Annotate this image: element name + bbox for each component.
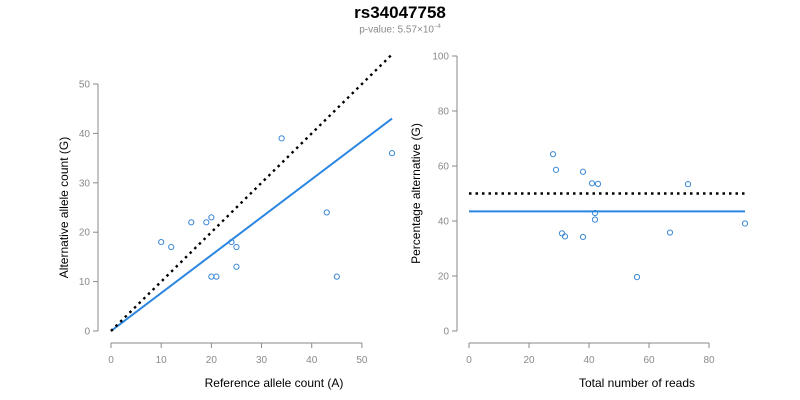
data-point [561,233,569,240]
data-point [579,168,587,175]
x-axis-label: Reference allele count (A) [205,376,344,390]
pvalue-text: p-value: 5.57×10 [359,24,434,36]
data-point [213,273,220,280]
panel-1: 0 10 20 30 40 50 0 10 20 30 40 50 Reference allele c… [57,53,396,390]
y-tick-label: 10 [79,277,91,288]
data-point [158,238,165,246]
data-point [208,273,215,280]
y-tick-label: 30 [79,178,91,189]
y-tick-label: 100 [432,52,449,63]
data-point [228,238,235,246]
y-tick-label: 0 [443,327,449,338]
data-point [666,229,674,236]
data-point [278,135,285,142]
y-tick-label: 0 [84,327,90,338]
data-point [552,166,560,173]
data-point [233,243,240,251]
data-point [633,274,641,281]
x-tick-label: 20 [206,355,218,366]
data-point [594,180,602,187]
data-point [741,220,749,227]
data-point [579,233,587,241]
regression-line [110,117,393,332]
x-tick-label: 60 [643,355,655,366]
x-tick-label: 20 [523,355,535,366]
x-axis-label: Total number of reads [579,376,695,390]
x-tick-label: 10 [156,355,168,366]
data-point [233,263,240,270]
data-point [388,150,396,157]
x-tick-label: 50 [356,355,368,366]
chart-subtitle: p-value: 5.57×10−4 [0,24,800,35]
pvalue-exponent: −4 [433,24,441,30]
x-tick-label: 40 [306,355,318,366]
data-point [684,181,692,188]
data-point [203,219,210,226]
data-point [549,151,557,158]
x-tick-label: 80 [703,355,715,366]
y-tick-label: 80 [438,107,450,118]
data-point [323,209,330,216]
data-point [591,216,599,223]
y-tick-label: 20 [438,272,450,283]
x-tick-label: 30 [256,355,268,366]
data-point [188,219,195,226]
y-axis-label: Percentage alternative (G) [409,123,423,264]
reference-line [110,53,393,332]
x-tick-label: 0 [466,355,472,366]
data-point [168,243,175,251]
y-tick-label: 60 [438,162,450,173]
chart-title: rs34047758 [354,3,446,22]
x-tick-label: 40 [583,355,595,366]
y-tick-label: 20 [79,228,91,239]
y-tick-label: 40 [438,217,450,228]
y-tick-label: 50 [79,80,91,91]
data-point [558,230,566,237]
y-tick-label: 40 [79,129,91,140]
y-axis-label: Alternative allele count (G) [57,137,71,278]
data-point [591,209,599,217]
data-point [333,273,340,280]
data-point [588,180,596,187]
data-point [208,214,215,221]
panel-2: 0 20 40 60 80 100 0 20 40 60 80 Total number of rea… [409,52,749,390]
x-tick-label: 0 [108,355,114,366]
